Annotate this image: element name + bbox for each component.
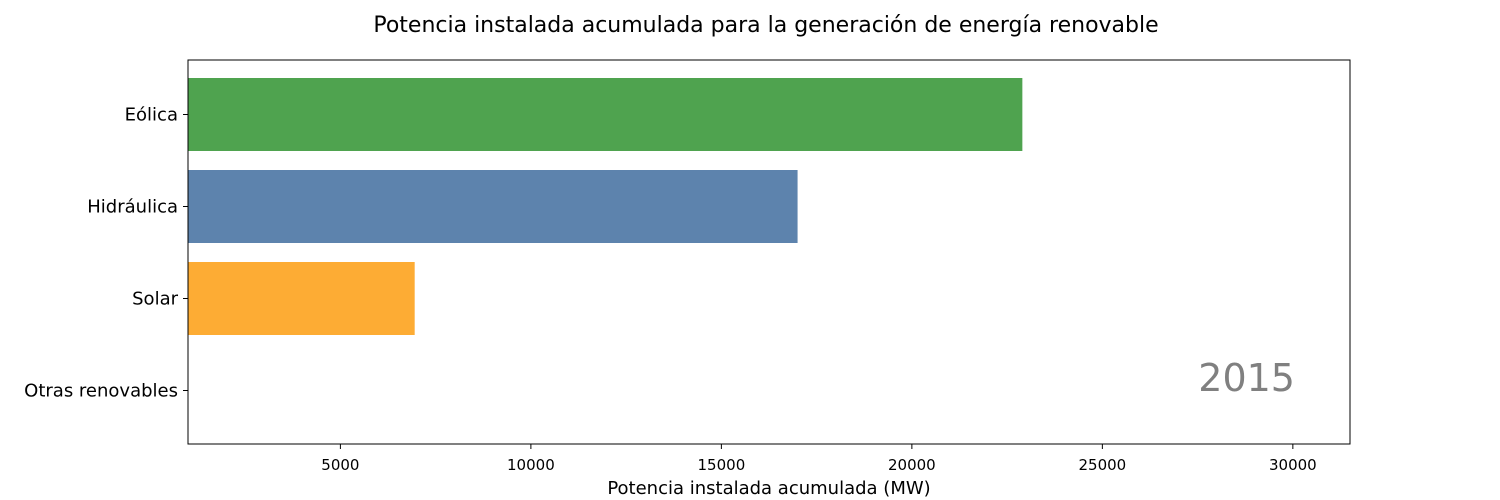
- x-tick-label: 15000: [698, 456, 746, 474]
- bar-0: [188, 78, 1023, 151]
- bars-group: [188, 78, 1023, 335]
- x-tick-label: 5000: [321, 456, 359, 474]
- year-annotation: 2015: [1198, 356, 1295, 400]
- category-label: Hidráulica: [87, 197, 178, 218]
- x-axis-ticks: 5000 10000 15000 20000 25000 30000: [321, 444, 1317, 474]
- x-tick-label: 25000: [1079, 456, 1127, 474]
- chart-title: Potencia instalada acumulada para la gen…: [373, 13, 1158, 38]
- y-axis-ticks: Eólica Hidráulica Solar Otras renovables: [24, 105, 188, 402]
- bar-1: [188, 170, 798, 243]
- plot-area-frame: [187, 59, 1351, 445]
- category-label: Eólica: [125, 105, 178, 126]
- category-label: Otras renovables: [24, 381, 178, 402]
- x-tick-label: 30000: [1269, 456, 1317, 474]
- bar-2: [188, 262, 415, 335]
- x-axis-label: Potencia instalada acumulada (MW): [607, 478, 930, 499]
- x-tick-label: 20000: [888, 456, 936, 474]
- x-tick-label: 10000: [507, 456, 555, 474]
- category-label: Solar: [132, 289, 178, 310]
